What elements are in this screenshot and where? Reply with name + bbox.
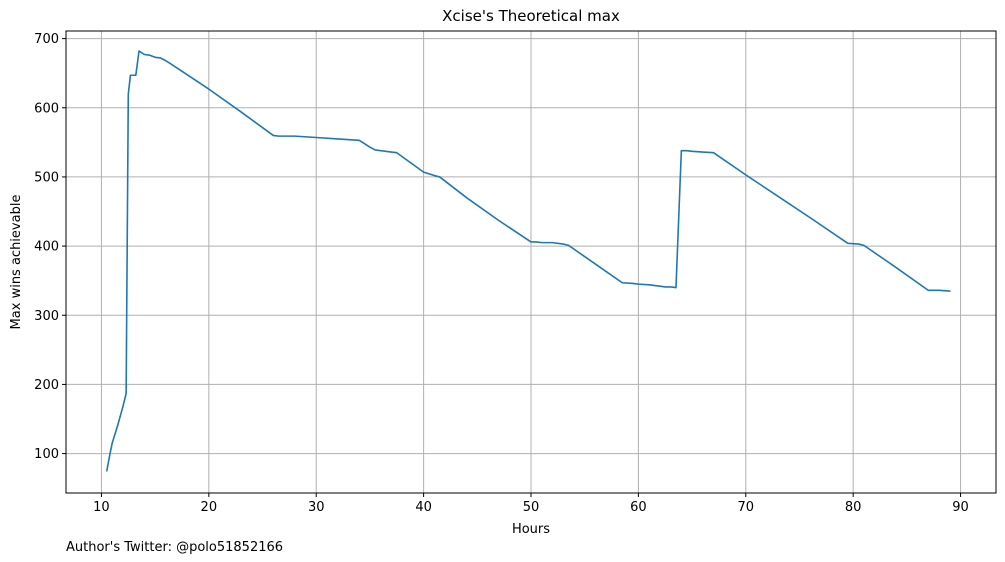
series-line [106,50,951,472]
x-tick-label: 80 [845,500,862,515]
y-tick-label: 600 [34,101,59,116]
y-tick-label: 100 [34,447,59,462]
x-tick-label: 30 [308,500,325,515]
x-tick-label: 60 [630,500,647,515]
x-tick-label: 90 [952,500,969,515]
x-tick-label: 10 [93,500,110,515]
x-axis-title: Hours [512,522,550,537]
x-tick-label: 50 [523,500,540,515]
y-tick-label: 300 [34,309,59,324]
y-tick-label: 700 [34,32,59,47]
line-layer [106,50,951,472]
x-tick-label: 40 [415,500,432,515]
x-tick-label: 70 [738,500,755,515]
y-axis-title: Max wins achievable [9,195,24,330]
grid-layer [66,31,996,493]
chart-title: Xcise's Theoretical max [442,7,620,25]
x-tick-label: 20 [201,500,218,515]
tick-layer: 10 20 30 40 50 60 70 80 90 100 200 300 400 500 600 700 [34,32,969,515]
y-tick-label: 500 [34,170,59,185]
author-footer: Author's Twitter: @polo51852166 [66,540,283,555]
y-tick-label: 200 [34,378,59,393]
y-tick-label: 400 [34,240,59,255]
